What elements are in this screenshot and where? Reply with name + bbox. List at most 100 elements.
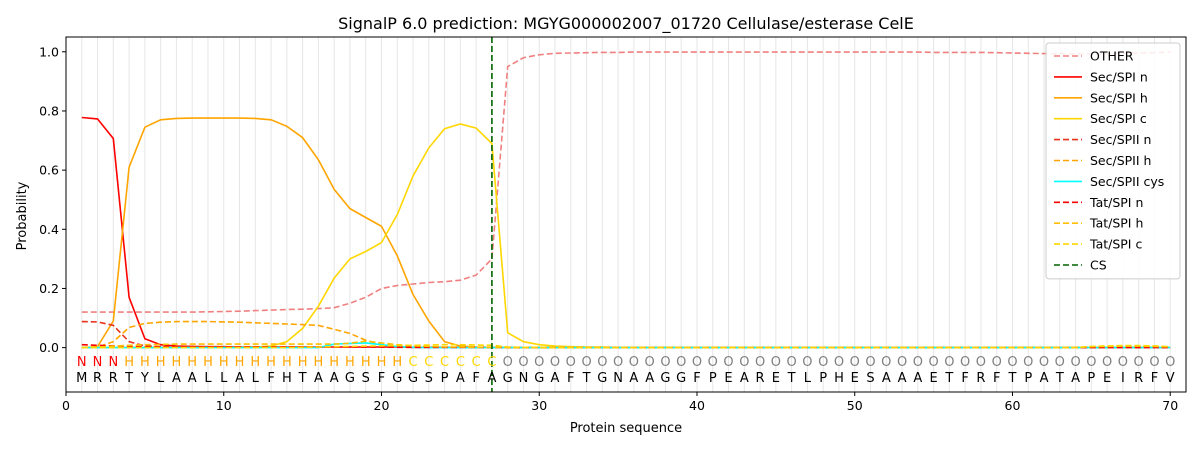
- legend-entry: Tat/SPI h: [1089, 216, 1143, 231]
- region-label: O: [676, 355, 686, 370]
- region-label: O: [818, 355, 828, 370]
- region-label: H: [172, 355, 182, 370]
- y-axis-ticks: 0.0 0.2 0.4 0.6 0.8 1.0: [39, 44, 66, 355]
- region-label: N: [108, 355, 118, 370]
- region-label: O: [1055, 355, 1065, 370]
- region-label: H: [392, 355, 402, 370]
- residue-letter: T: [582, 371, 591, 386]
- residue-letter: S: [425, 371, 433, 386]
- region-label: H: [298, 355, 308, 370]
- region-label: O: [755, 355, 765, 370]
- residue-letter: F: [567, 371, 574, 386]
- residue-letter: P: [1087, 371, 1095, 386]
- x-tick-label: 30: [531, 398, 547, 413]
- region-label: H: [345, 355, 355, 370]
- region-label: C: [487, 355, 496, 370]
- residue-letter: G: [676, 371, 686, 386]
- residue-letter: F: [1151, 371, 1158, 386]
- residue-letter: R: [976, 371, 985, 386]
- region-label: O: [723, 355, 733, 370]
- region-label: C: [472, 355, 481, 370]
- series-sec-spi-c: [81, 123, 1171, 349]
- y-tick-label: 0.6: [39, 163, 59, 178]
- residue-letter: L: [220, 371, 228, 386]
- series-tat-spi-c: [81, 343, 1171, 349]
- region-label: O: [550, 355, 560, 370]
- region-label: O: [1007, 355, 1017, 370]
- region-label: O: [865, 355, 875, 370]
- region-label: O: [708, 355, 718, 370]
- region-label: H: [203, 355, 213, 370]
- residue-letter: V: [1166, 371, 1175, 386]
- series-other: [81, 51, 1171, 313]
- region-label: O: [928, 355, 938, 370]
- residue-letter: F: [693, 371, 700, 386]
- region-label: O: [913, 355, 923, 370]
- grid-lines: [81, 37, 1171, 392]
- residue-letter: P: [709, 371, 717, 386]
- region-label: H: [124, 355, 134, 370]
- region-label: O: [518, 355, 528, 370]
- region-label: N: [77, 355, 87, 370]
- region-label: H: [156, 355, 166, 370]
- legend-entry: CS: [1090, 258, 1107, 273]
- residue-letter: A: [330, 371, 339, 386]
- region-label: C: [440, 355, 449, 370]
- region-label: N: [93, 355, 103, 370]
- residue-letter: T: [1008, 371, 1017, 386]
- region-label: O: [976, 355, 986, 370]
- region-label: H: [377, 355, 387, 370]
- region-label: O: [834, 355, 844, 370]
- region-label: O: [1134, 355, 1144, 370]
- region-label: O: [629, 355, 639, 370]
- legend-entry: Sec/SPII h: [1090, 153, 1151, 168]
- x-axis-ticks: 0 10 20 30 40 50 60 70: [62, 392, 1178, 413]
- residue-letter: G: [503, 371, 513, 386]
- residue-letter: A: [456, 371, 465, 386]
- chart-legend: OTHER Sec/SPI n Sec/SPI h Sec/SPI c Sec/SPII…: [1045, 42, 1181, 280]
- residue-letter: F: [993, 371, 1000, 386]
- region-label: O: [771, 355, 781, 370]
- y-tick-label: 1.0: [39, 44, 59, 59]
- residue-letter: E: [929, 371, 937, 386]
- residue-letter: A: [882, 371, 891, 386]
- region-label: O: [1070, 355, 1080, 370]
- region-label: H: [314, 355, 324, 370]
- residue-letter: S: [866, 371, 874, 386]
- region-label: O: [897, 355, 907, 370]
- plot-frame: [65, 36, 1187, 393]
- residue-letter: Y: [140, 371, 149, 386]
- residue-letter: G: [597, 371, 607, 386]
- region-label: O: [992, 355, 1002, 370]
- residue-letter: N: [519, 371, 529, 386]
- legend-entry: Sec/SPII n: [1090, 132, 1151, 147]
- plot-area: [81, 37, 1171, 392]
- residue-letter: G: [392, 371, 402, 386]
- region-label: O: [597, 355, 607, 370]
- residue-letter: T: [298, 371, 307, 386]
- series-sec-spi-h: [81, 117, 1171, 349]
- region-label: O: [1102, 355, 1112, 370]
- series-sec-spi-n: [81, 116, 1171, 349]
- residue-letter: F: [472, 371, 479, 386]
- y-tick-label: 0.8: [39, 103, 59, 118]
- residue-letter: M: [76, 371, 87, 386]
- residue-letter: L: [204, 371, 212, 386]
- region-label: O: [1039, 355, 1049, 370]
- region-label: H: [219, 355, 229, 370]
- region-label: H: [282, 355, 292, 370]
- region-label: H: [329, 355, 339, 370]
- residue-letter: F: [267, 371, 274, 386]
- residue-letter: T: [1055, 371, 1064, 386]
- region-label: O: [692, 355, 702, 370]
- residue-letter: A: [487, 371, 496, 386]
- residue-letter: F: [961, 371, 968, 386]
- residue-letter: E: [772, 371, 780, 386]
- region-label: H: [140, 355, 150, 370]
- region-label: O: [1165, 355, 1175, 370]
- region-label: H: [250, 355, 260, 370]
- region-label: O: [850, 355, 860, 370]
- region-label: H: [266, 355, 276, 370]
- residue-letter: A: [645, 371, 654, 386]
